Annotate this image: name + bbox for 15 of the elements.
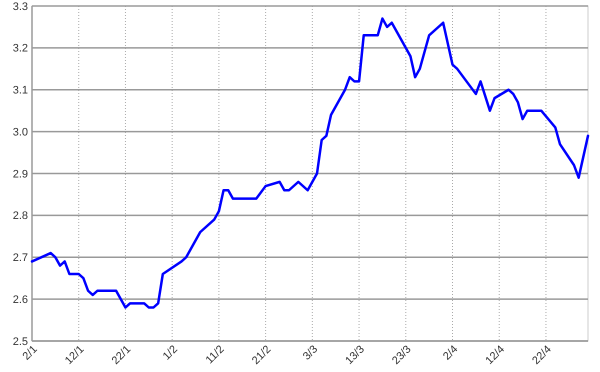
- y-tick-label: 3.2: [12, 42, 28, 55]
- y-tick-label: 2.6: [12, 294, 28, 306]
- y-tick-label: 2.7: [12, 252, 28, 264]
- y-tick-label: 3.1: [12, 84, 28, 97]
- x-tick-label: 11/2: [204, 343, 227, 366]
- y-tick-label: 2.8: [12, 210, 28, 222]
- x-tick-label: 22/1: [110, 343, 134, 367]
- y-tick-label: 2.9: [12, 168, 28, 180]
- x-tick-label: 2/4: [441, 343, 460, 363]
- y-tick-label: 3.3: [12, 0, 28, 13]
- x-tick-label: 1/2: [160, 343, 180, 363]
- y-tick-label: 2.5: [12, 336, 28, 348]
- y-tick-label: 3.0: [12, 126, 28, 138]
- x-tick-label: 12/1: [62, 343, 87, 367]
- x-tick-label: 3/3: [300, 343, 320, 363]
